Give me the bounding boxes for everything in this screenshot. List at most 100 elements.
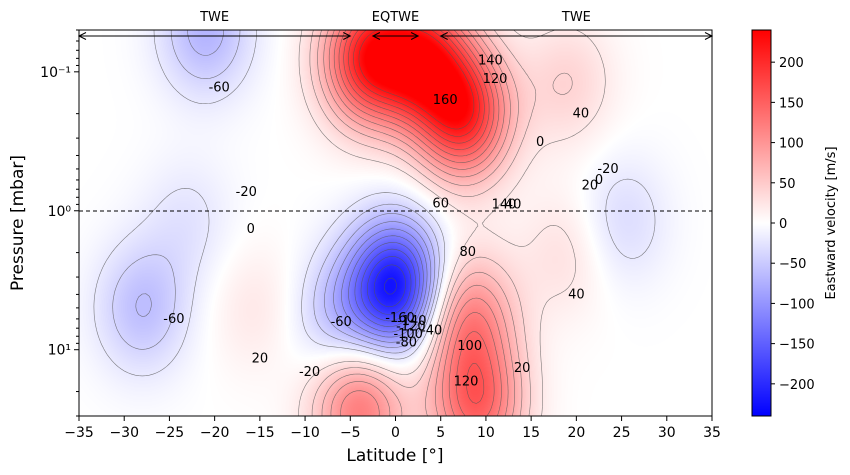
region-label: EQTWE bbox=[372, 10, 419, 25]
x-tick-label: 20 bbox=[567, 425, 585, 441]
contour-label: -80 bbox=[396, 336, 417, 351]
contour-label: 40 bbox=[505, 197, 522, 212]
contour-label: -20 bbox=[299, 365, 320, 380]
x-tick-label: −25 bbox=[155, 425, 185, 441]
contour-label: 120 bbox=[483, 72, 508, 87]
contour-line bbox=[384, 277, 397, 295]
x-tick-label: −20 bbox=[200, 425, 230, 441]
region-arrow-head-right bbox=[410, 32, 420, 40]
contour-label: -60 bbox=[331, 315, 352, 330]
contour-label: -60 bbox=[163, 312, 184, 327]
x-tick-label: −10 bbox=[290, 425, 320, 441]
colorbar-tick-label: −150 bbox=[779, 338, 815, 353]
contour-line bbox=[341, 228, 428, 338]
contour-label: 160 bbox=[433, 93, 458, 108]
contour-label: -20 bbox=[236, 185, 257, 200]
contour-label: -20 bbox=[597, 162, 618, 177]
colorbar-tick-label: 150 bbox=[779, 96, 804, 111]
x-tick-label: 25 bbox=[613, 425, 631, 441]
region-label: TWE bbox=[561, 10, 591, 25]
x-tick-label: −35 bbox=[64, 425, 94, 441]
contour-line bbox=[328, 30, 509, 416]
x-tick-label: 15 bbox=[522, 425, 540, 441]
contour-label: 40 bbox=[568, 287, 585, 302]
contour-label: -40 bbox=[421, 324, 442, 339]
contour-line bbox=[298, 30, 606, 416]
x-tick-label: 10 bbox=[477, 425, 495, 441]
contour-label: 0 bbox=[595, 173, 603, 188]
contour-label: 60 bbox=[432, 197, 449, 212]
region-arrow-head-left bbox=[77, 32, 87, 40]
colorbar-tick-label: −50 bbox=[779, 257, 806, 272]
colorbar-tick-label: 50 bbox=[779, 177, 796, 192]
contour-lines bbox=[93, 30, 656, 416]
contour-label: 140 bbox=[478, 54, 503, 69]
contour-label: -160 bbox=[385, 311, 415, 326]
colorbar-label: Eastward velocity [m/s] bbox=[824, 146, 839, 299]
contour-line bbox=[135, 30, 436, 348]
x-tick-label: −15 bbox=[245, 425, 275, 441]
contour-line bbox=[358, 30, 475, 130]
contour-label: -140 bbox=[397, 314, 427, 329]
contour-line bbox=[367, 256, 412, 315]
contour-line bbox=[112, 30, 440, 354]
contour-label: 100 bbox=[457, 339, 482, 354]
y-axis: 10⁻¹ 10⁰ 10¹ bbox=[40, 29, 79, 417]
contour-label: 20 bbox=[582, 179, 599, 194]
colorbar-tick-label: −100 bbox=[779, 297, 815, 312]
region-arrow-head-right bbox=[704, 32, 714, 40]
x-tick-label: 35 bbox=[703, 425, 721, 441]
x-tick-label: 0 bbox=[391, 425, 400, 441]
contour-line bbox=[354, 242, 420, 327]
colorbar-ticks: −200 −150 −100 −50 0 50 100 150 200 bbox=[771, 56, 815, 393]
y-tick-label: 10⁰ bbox=[48, 204, 72, 220]
x-tick-label: 5 bbox=[436, 425, 445, 441]
region-annotations: TWE EQTWE TWE bbox=[77, 10, 714, 40]
colorbar-tick-label: 100 bbox=[779, 137, 804, 152]
colorbar-tick-label: 200 bbox=[779, 56, 804, 71]
contour-line bbox=[333, 30, 502, 416]
contour-line bbox=[343, 30, 490, 404]
colorbar-gradient bbox=[751, 29, 772, 417]
contour-label: 120 bbox=[454, 375, 479, 390]
y-tick-label: 10¹ bbox=[48, 343, 71, 359]
contour-label: -60 bbox=[209, 81, 230, 96]
x-tick-label: 30 bbox=[658, 425, 676, 441]
contour-line bbox=[333, 221, 432, 343]
contour-label: -120 bbox=[396, 319, 426, 334]
colorbar: −200 −150 −100 −50 0 50 100 150 200 Eastward vel… bbox=[751, 29, 839, 417]
contour-line bbox=[93, 30, 656, 377]
colorbar-tick-label: −200 bbox=[779, 378, 815, 393]
y-tick-label: 10⁻¹ bbox=[40, 65, 71, 81]
x-tick-label: −30 bbox=[109, 425, 139, 441]
contour-label: 40 bbox=[573, 107, 590, 122]
contour-label: 140 bbox=[492, 197, 517, 212]
contour-label: 0 bbox=[247, 222, 255, 237]
region-label: TWE bbox=[199, 10, 229, 25]
contour-line bbox=[348, 235, 424, 333]
x-axis-label: Latitude [°] bbox=[346, 446, 443, 466]
contour-label: 0 bbox=[536, 135, 544, 150]
region-arrow-head-left bbox=[439, 32, 448, 40]
x-axis: −35 −30 −25 −20 −15 −10 −5 0 5 10 15 20 25 30 35 bbox=[64, 416, 721, 441]
contour-line bbox=[360, 248, 416, 322]
x-tick-label: −5 bbox=[340, 425, 361, 441]
velocity-heatmap bbox=[79, 30, 712, 416]
contour-line bbox=[353, 30, 480, 137]
contour-line bbox=[323, 30, 515, 416]
contour-label: 80 bbox=[460, 245, 477, 260]
region-arrow-head-right bbox=[343, 32, 352, 40]
contour-line bbox=[348, 30, 485, 144]
region-arrow-head-left bbox=[371, 32, 381, 40]
contour-line bbox=[309, 30, 573, 416]
contour-label: 20 bbox=[252, 352, 269, 367]
contour-line bbox=[373, 264, 406, 308]
contour-line bbox=[338, 30, 495, 416]
colorbar-tick-label: 0 bbox=[779, 217, 787, 232]
y-axis-label: Pressure [mbar] bbox=[8, 155, 28, 291]
contour-label: -100 bbox=[393, 327, 423, 342]
contour-line bbox=[317, 30, 523, 416]
